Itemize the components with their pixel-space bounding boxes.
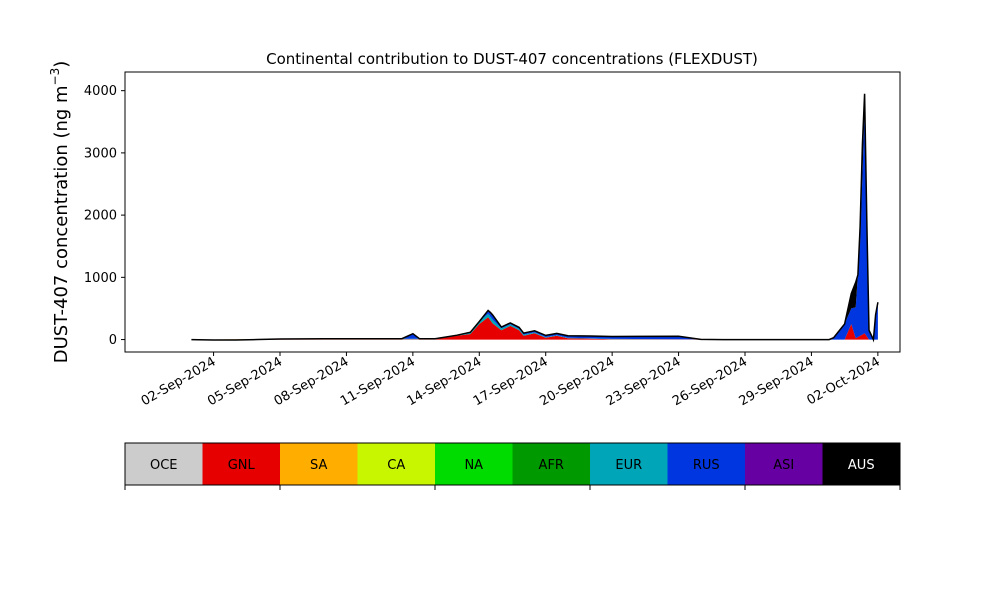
y-tick-label: 1000 xyxy=(84,271,117,286)
legend-swatch-eur xyxy=(590,443,668,485)
area-series-aus xyxy=(191,93,878,340)
legend-label-gnl: GNL xyxy=(228,458,256,473)
y-tick-label: 2000 xyxy=(84,209,117,224)
legend-swatch-asi xyxy=(745,443,823,485)
area-series-gnl xyxy=(191,317,878,340)
legend-swatch-afr xyxy=(512,443,590,485)
legend-label-eur: EUR xyxy=(615,458,642,473)
area-series-rus xyxy=(191,109,878,340)
x-tick-label: 02-Oct-2024 xyxy=(804,354,882,408)
legend-swatch-ca xyxy=(357,443,435,485)
plot-frame xyxy=(124,71,901,353)
x-tick-label: 08-Sep-2024 xyxy=(272,354,352,409)
legend-swatch-rus xyxy=(667,443,745,485)
legend-swatch-oce xyxy=(125,443,203,485)
x-tick-label: 20-Sep-2024 xyxy=(537,354,617,409)
legend-frame xyxy=(124,442,901,486)
legend-label-ca: CA xyxy=(387,458,405,473)
legend-label-sa: SA xyxy=(310,458,327,473)
y-tick-label: 0 xyxy=(109,333,117,348)
x-tick-label: 29-Sep-2024 xyxy=(737,354,817,409)
y-axis: 0 1000 2000 3000 4000 xyxy=(84,84,125,348)
y-tick-label: 4000 xyxy=(84,84,117,99)
legend-label-afr: AFR xyxy=(539,458,564,473)
x-tick-label: 17-Sep-2024 xyxy=(471,354,551,409)
legend-label-asi: ASI xyxy=(773,458,794,473)
legend-swatch-na xyxy=(435,443,513,485)
legend: OCE GNL SA CA NA AFR EUR RUS ASI AUS xyxy=(124,442,901,490)
total-outline xyxy=(191,93,879,343)
legend-label-oce: OCE xyxy=(150,458,178,473)
legend-swatch-gnl xyxy=(202,443,280,485)
y-tick-label: 3000 xyxy=(84,146,117,161)
x-axis: 02-Sep-202405-Sep-202408-Sep-202411-Sep-… xyxy=(139,352,883,409)
x-tick-label: 23-Sep-2024 xyxy=(604,354,684,409)
x-tick-label: 26-Sep-2024 xyxy=(670,354,750,409)
y-axis-label: DUST-407 concentration (ng m−3) xyxy=(48,61,72,364)
x-tick-label: 02-Sep-2024 xyxy=(139,354,219,409)
legend-swatch-sa xyxy=(280,443,358,485)
legend-label-na: NA xyxy=(464,458,483,473)
x-tick-label: 14-Sep-2024 xyxy=(404,354,484,409)
chart-title: Continental contribution to DUST-407 con… xyxy=(266,50,758,68)
legend-label-rus: RUS xyxy=(693,458,720,473)
plot-areas xyxy=(191,93,879,343)
legend-swatch-aus xyxy=(822,443,900,485)
x-tick-label: 11-Sep-2024 xyxy=(338,354,418,409)
x-tick-label: 05-Sep-2024 xyxy=(205,354,285,409)
legend-label-aus: AUS xyxy=(848,458,875,473)
